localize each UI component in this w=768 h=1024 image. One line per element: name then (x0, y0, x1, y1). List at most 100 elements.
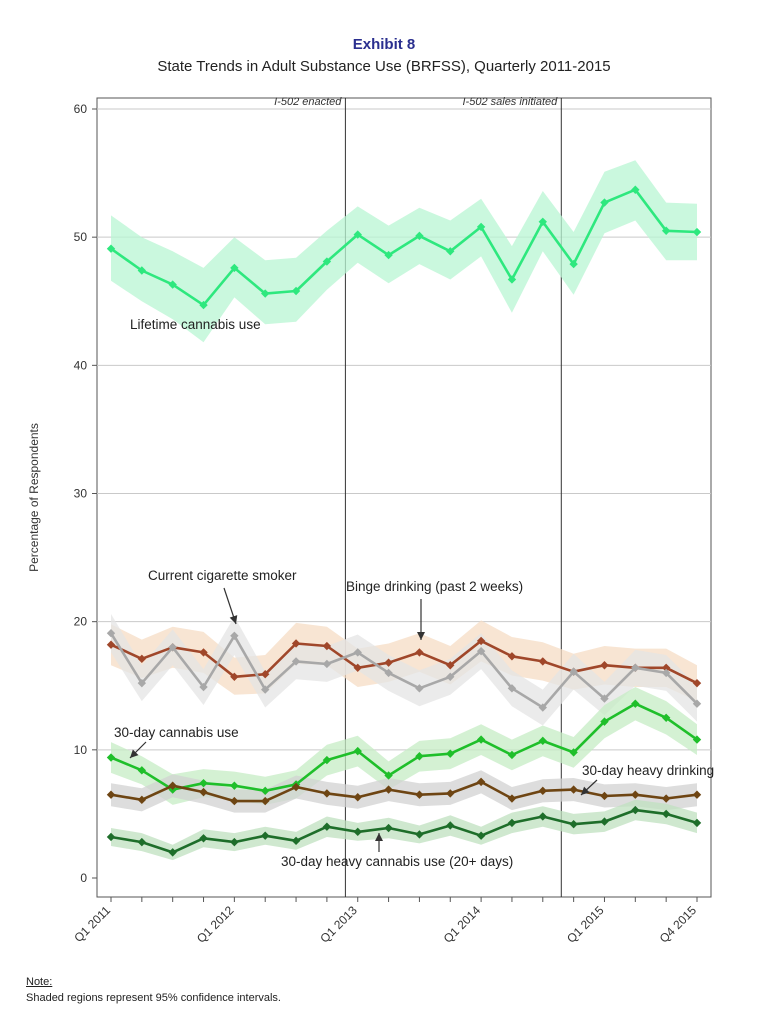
data-point (661, 809, 671, 819)
data-point (353, 827, 362, 837)
data-point (199, 834, 208, 843)
series-annotation: Lifetime cannabis use (130, 317, 261, 332)
data-point (261, 670, 270, 679)
data-point (261, 685, 270, 694)
data-point (446, 821, 455, 830)
data-point (661, 663, 671, 673)
data-point (230, 796, 239, 806)
series-line (110, 780, 698, 803)
series-annotation: 30-day heavy drinking (582, 763, 714, 778)
data-point (600, 791, 609, 801)
data-point (600, 817, 609, 826)
data-point (476, 831, 486, 840)
data-point (631, 699, 640, 708)
confidence-band (111, 687, 697, 805)
data-point (261, 796, 270, 806)
data-point (291, 782, 301, 792)
data-point (261, 289, 270, 298)
data-point (261, 831, 270, 840)
data-point (137, 837, 147, 847)
data-point (199, 778, 208, 788)
series-line (110, 639, 698, 685)
data-point (476, 646, 486, 656)
data-point (507, 652, 517, 661)
data-point (569, 819, 578, 829)
data-point (415, 648, 424, 657)
data-point (137, 678, 147, 688)
y-tick-label: 50 (74, 230, 88, 244)
data-point (446, 672, 455, 681)
data-point (476, 735, 486, 744)
data-point (415, 752, 424, 761)
data-point (661, 668, 671, 678)
data-point (106, 244, 116, 253)
annotation-arrowhead (417, 632, 425, 640)
x-tick-label: Q1 2011 (71, 903, 113, 945)
data-point (692, 818, 702, 828)
data-point (600, 198, 609, 207)
data-point (199, 787, 208, 797)
x-tick-label: Q1 2014 (441, 903, 484, 946)
data-point (261, 786, 270, 796)
data-point (230, 263, 239, 273)
y-tick-label: 30 (74, 487, 88, 501)
data-point (291, 639, 301, 648)
data-point (446, 661, 455, 670)
series-annotation: 30-day cannabis use (114, 725, 239, 740)
data-point (507, 275, 517, 284)
x-tick-label: Q1 2012 (194, 903, 237, 946)
data-point (230, 631, 239, 640)
data-point (384, 771, 393, 780)
data-point (384, 823, 393, 833)
data-point (106, 832, 116, 842)
data-point (446, 749, 455, 758)
data-point (476, 636, 486, 646)
data-point (137, 266, 147, 275)
x-tick-label: Q4 2015 (657, 903, 700, 946)
data-point (353, 230, 362, 239)
data-point (291, 286, 301, 296)
data-point (106, 640, 116, 649)
data-point (631, 805, 640, 815)
data-point (230, 672, 239, 681)
data-point (168, 280, 177, 289)
data-point (353, 746, 362, 756)
data-point (322, 822, 332, 831)
data-point (415, 231, 424, 241)
y-tick-label: 40 (74, 358, 88, 372)
series-line (110, 702, 698, 793)
chart-title: State Trends in Adult Substance Use (BRF… (157, 58, 611, 75)
annotation-arrowhead (229, 615, 238, 624)
y-tick-label: 10 (74, 743, 88, 757)
data-point (291, 657, 301, 666)
data-point (322, 755, 332, 765)
data-point (106, 629, 116, 638)
data-point (631, 185, 640, 194)
event-label: I-502 enacted (274, 96, 342, 108)
data-point (569, 785, 578, 794)
data-point (476, 222, 486, 232)
data-point (384, 668, 393, 678)
data-point (538, 703, 547, 712)
data-point (538, 736, 547, 746)
data-point (230, 837, 239, 847)
data-point (415, 684, 424, 693)
data-point (538, 812, 547, 821)
y-tick-label: 0 (80, 871, 87, 885)
data-point (661, 226, 671, 235)
data-point (384, 250, 393, 260)
data-point (507, 818, 517, 828)
data-point (600, 717, 609, 726)
data-point (631, 663, 640, 673)
data-point (446, 789, 455, 798)
data-point (106, 753, 116, 762)
x-tick-label: Q1 2015 (564, 903, 607, 946)
data-point (600, 694, 609, 703)
data-point (507, 750, 517, 760)
data-point (291, 836, 301, 846)
data-point (692, 790, 702, 799)
annotation-arrowhead (581, 786, 590, 795)
y-tick-label: 60 (74, 102, 88, 116)
annotation-arrowhead (375, 833, 383, 841)
